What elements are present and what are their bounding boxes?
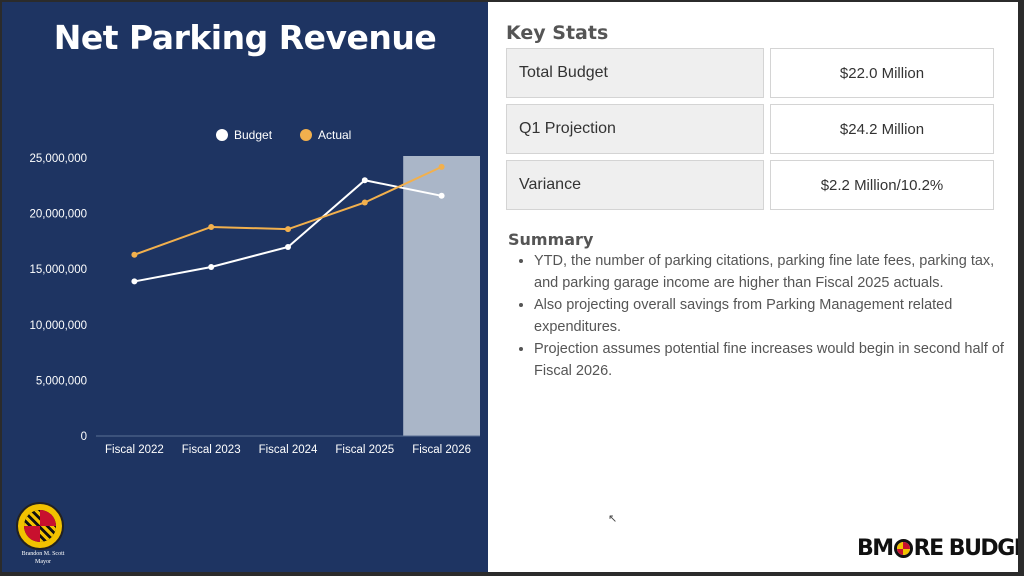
highlight-band — [403, 156, 480, 436]
data-point-budget — [438, 192, 445, 199]
bmore-budget-logo: BM RE BUDGET — [857, 536, 1018, 561]
line-chart: 0 5,000,000 10,000,000 15,000,000 20,000,000… — [29, 128, 480, 456]
data-point-actual — [208, 223, 215, 230]
maryland-flag-icon — [893, 539, 913, 558]
slide-title: Net Parking Revenue — [53, 18, 437, 57]
legend-label-budget: Budget — [234, 128, 273, 142]
stat-label-variance: Variance — [506, 160, 764, 210]
x-tick-label: Fiscal 2022 — [105, 444, 164, 456]
stat-label-q1-projection: Q1 Projection — [506, 104, 764, 154]
logo-text-left: BM — [857, 536, 894, 561]
logo-text-right: RE BUDGET — [913, 536, 1018, 561]
summary-title: Summary — [508, 230, 594, 249]
y-tick-label: 0 — [81, 431, 87, 443]
data-point-budget — [208, 263, 215, 270]
key-stats-title: Key Stats — [506, 22, 609, 44]
summary-list: YTD, the number of parking citations, pa… — [514, 250, 1004, 382]
stat-label-total-budget: Total Budget — [506, 48, 764, 98]
data-point-budget — [131, 278, 138, 285]
mayor-title: Mayor — [35, 559, 51, 565]
data-point-actual — [131, 251, 138, 258]
city-seal-icon — [16, 502, 64, 550]
y-tick-label: 15,000,000 — [29, 264, 87, 276]
data-point-budget — [361, 177, 368, 184]
data-point-actual — [285, 226, 291, 233]
summary-bullet: YTD, the number of parking citations, pa… — [534, 250, 1004, 294]
chart-panel: Net Parking Revenue 0 5,000,000 10,000,000… — [2, 2, 488, 572]
stat-value-q1-projection: $24.2 Million — [770, 104, 994, 154]
y-tick-label: 5,000,000 — [36, 375, 87, 387]
x-tick-label: Fiscal 2023 — [182, 444, 241, 456]
y-tick-label: 25,000,000 — [29, 153, 87, 165]
summary-bullet: Projection assumes potential fine increa… — [534, 338, 1004, 382]
data-point-actual — [438, 163, 445, 170]
y-tick-label: 10,000,000 — [29, 320, 87, 332]
mouse-cursor-icon: ↖ — [608, 513, 618, 525]
legend-marker-budget — [216, 129, 228, 141]
mayor-name: Brandon M. Scott — [21, 551, 65, 557]
stats-panel: Key Stats Total Budget $22.0 Million Q1 … — [488, 2, 1018, 572]
data-point-actual — [361, 199, 368, 206]
x-tick-label: Fiscal 2026 — [412, 444, 471, 456]
series-line-actual — [134, 165, 443, 256]
legend-marker-actual — [300, 129, 312, 141]
x-tick-label: Fiscal 2024 — [259, 444, 318, 456]
data-point-budget — [285, 243, 291, 250]
legend-label-actual: Actual — [318, 128, 351, 142]
y-tick-label: 20,000,000 — [29, 209, 87, 221]
stat-value-total-budget: $22.0 Million — [770, 48, 994, 98]
summary-bullet: Also projecting overall savings from Par… — [534, 294, 1004, 338]
x-tick-label: Fiscal 2025 — [335, 444, 394, 456]
stat-value-variance: $2.2 Million/10.2% — [770, 160, 994, 210]
